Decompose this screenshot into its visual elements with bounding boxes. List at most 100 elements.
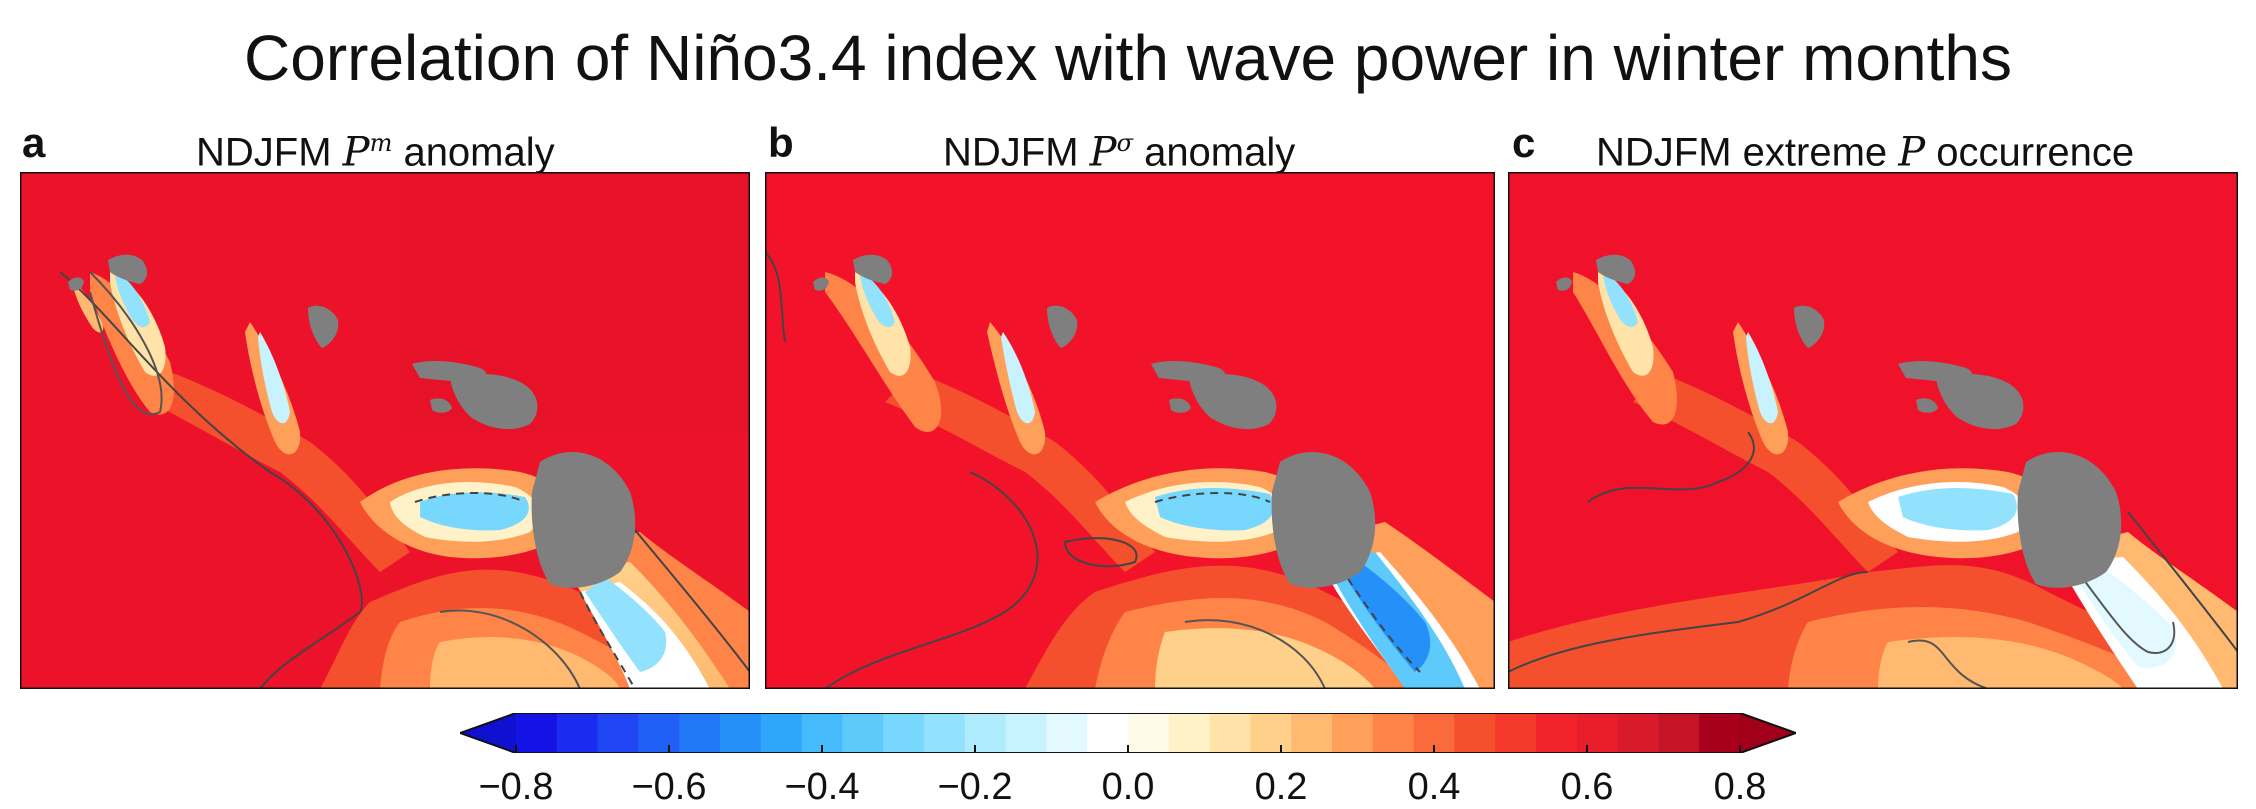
panel-a-kauai-plume-blue [115, 272, 150, 328]
panel-b-title-pre: NDJFM [943, 130, 1090, 175]
colorbar-cell [720, 713, 762, 753]
colorbar-tick-label: −0.6 [631, 766, 707, 808]
colorbar-cell [883, 713, 925, 753]
colorbar-cell [1291, 713, 1333, 753]
panel-b-kauai-plume-blue [860, 272, 895, 328]
colorbar-tick-label: 0.0 [1101, 766, 1155, 808]
panel-c-niihau-land [1556, 277, 1572, 291]
colorbar-cell [964, 713, 1007, 753]
panel-b-title-symbol: P [1089, 129, 1117, 176]
panel-b-frame [765, 172, 1495, 689]
panel-c-lanai-land [1916, 398, 1938, 413]
panel-a-map [20, 172, 750, 689]
panel-c-plume-pale [2068, 562, 2177, 668]
panel-a-contour-5 [414, 492, 526, 503]
panel-c-maui-wake-blue [1898, 488, 2017, 531]
panel-b-fan-inner [1155, 628, 1375, 689]
panel-b-contour-6 [1154, 492, 1271, 503]
panel-a-niihau-land [68, 277, 84, 291]
colorbar-cell [1168, 713, 1211, 753]
panel-b-letter: b [768, 119, 794, 166]
panel-c-contour-2 [1587, 431, 1755, 503]
panel-a-plume-blue [585, 577, 667, 672]
colorbar-cell [924, 713, 966, 753]
panel-b-title-post: anomaly [1132, 130, 1296, 175]
panel-a-maui-wake-blue [420, 492, 529, 531]
panel-c-maui-land [1936, 373, 2024, 430]
colorbar-tick-label: 0.8 [1713, 766, 1767, 808]
colorbar-cell [1454, 713, 1496, 753]
colorbar-cell [597, 713, 639, 753]
colorbar-cell [1332, 713, 1374, 753]
panel-b-map [765, 172, 1495, 689]
colorbar-cell [1617, 713, 1659, 753]
panel-b-maui-wake-blue [1155, 488, 1274, 531]
panel-c-title: NDJFM extreme P occurrence [1596, 118, 2134, 177]
panel-a-niihau-plume [72, 282, 104, 333]
colorbar-tick-label: 0.6 [1560, 766, 1614, 808]
colorbar-cell [1087, 713, 1129, 753]
panel-a-contour-1 [59, 271, 363, 689]
panel-b-contour-4 [1339, 566, 1421, 673]
panel-c-contour-1 [1508, 571, 1869, 673]
colorbar-cell [1128, 713, 1170, 753]
colorbar-cell [1005, 713, 1047, 753]
colorbar-cell [760, 713, 803, 753]
colorbar-cell [679, 713, 721, 753]
panel-a-field-dark [400, 172, 750, 432]
panel-a-lanai-land [430, 398, 452, 413]
panel-b-contour-2 [765, 251, 786, 343]
colorbar-cell [1250, 713, 1292, 753]
panel-c-oahu-land [1794, 305, 1825, 348]
panel-a-title-sup: m [369, 129, 393, 157]
panel-a-title-symbol: P [342, 129, 370, 176]
colorbar-under-arrow [460, 713, 516, 753]
colorbar-cell [1209, 713, 1251, 753]
panel-b-contour-1 [824, 471, 1039, 689]
panel-b-channel-wake [885, 372, 1155, 572]
colorbar-tick-label: −0.2 [937, 766, 1013, 808]
panel-a-contour-4 [619, 511, 750, 673]
panel-c-oahu-plume-inner [1746, 332, 1778, 424]
colorbar-tick-label: 0.2 [1254, 766, 1308, 808]
panel-a-kauai-land [108, 254, 148, 284]
colorbar-cell [1495, 713, 1537, 753]
colorbar-cell [842, 713, 884, 753]
colorbar-cells [516, 713, 1741, 753]
panel-b-lanai-land [1169, 398, 1191, 413]
panel-a-contour-6 [89, 271, 163, 416]
panel-b-kauai-land [853, 254, 893, 284]
panel-a-title: NDJFM Pm anomaly [196, 118, 555, 177]
panel-b-plume-deep [1340, 562, 1431, 672]
panel-c-contour-5 [2127, 511, 2238, 653]
colorbar-over-arrow [1740, 713, 1796, 753]
panel-c-letter: c [1512, 119, 1536, 166]
colorbar-cell [638, 713, 680, 753]
panel-c-kauai-land [1596, 254, 1636, 284]
panel-a-contour-3 [579, 591, 636, 689]
colorbar-cell [1372, 713, 1415, 753]
panel-a-maui-land [450, 373, 538, 430]
colorbar-cell [1658, 713, 1700, 753]
panel-c-map [1508, 172, 2238, 689]
colorbar-cell [516, 713, 558, 753]
panel-b-contour-5 [1184, 619, 1326, 689]
colorbar-cell [1576, 713, 1619, 753]
panel-c-title-post: occurrence [1925, 130, 2135, 175]
colorbar-tick-label: 0.4 [1407, 766, 1461, 808]
panel-c-channel-wake [1633, 372, 1898, 572]
panel-b-oahu-plume-inner [1001, 332, 1035, 424]
colorbar-cell [556, 713, 599, 753]
colorbar-tick-label: −0.4 [784, 766, 860, 808]
colorbar-cell [1046, 713, 1088, 753]
panel-a-oahu-plume-inner [258, 332, 290, 424]
panel-a-letter: a [22, 119, 46, 166]
panel-c-contour-3 [1907, 639, 1989, 689]
panel-b-contour-3 [1063, 537, 1138, 568]
panel-a-title-pre: NDJFM [196, 130, 343, 175]
panel-b-oahu-land [1047, 305, 1078, 348]
panel-c-kauai-plume-blue [1603, 272, 1638, 328]
colorbar [460, 713, 1796, 753]
panel-c-title-symbol: P [1898, 129, 1926, 176]
figure-title: Correlation of Niño3.4 index with wave p… [244, 22, 2012, 94]
